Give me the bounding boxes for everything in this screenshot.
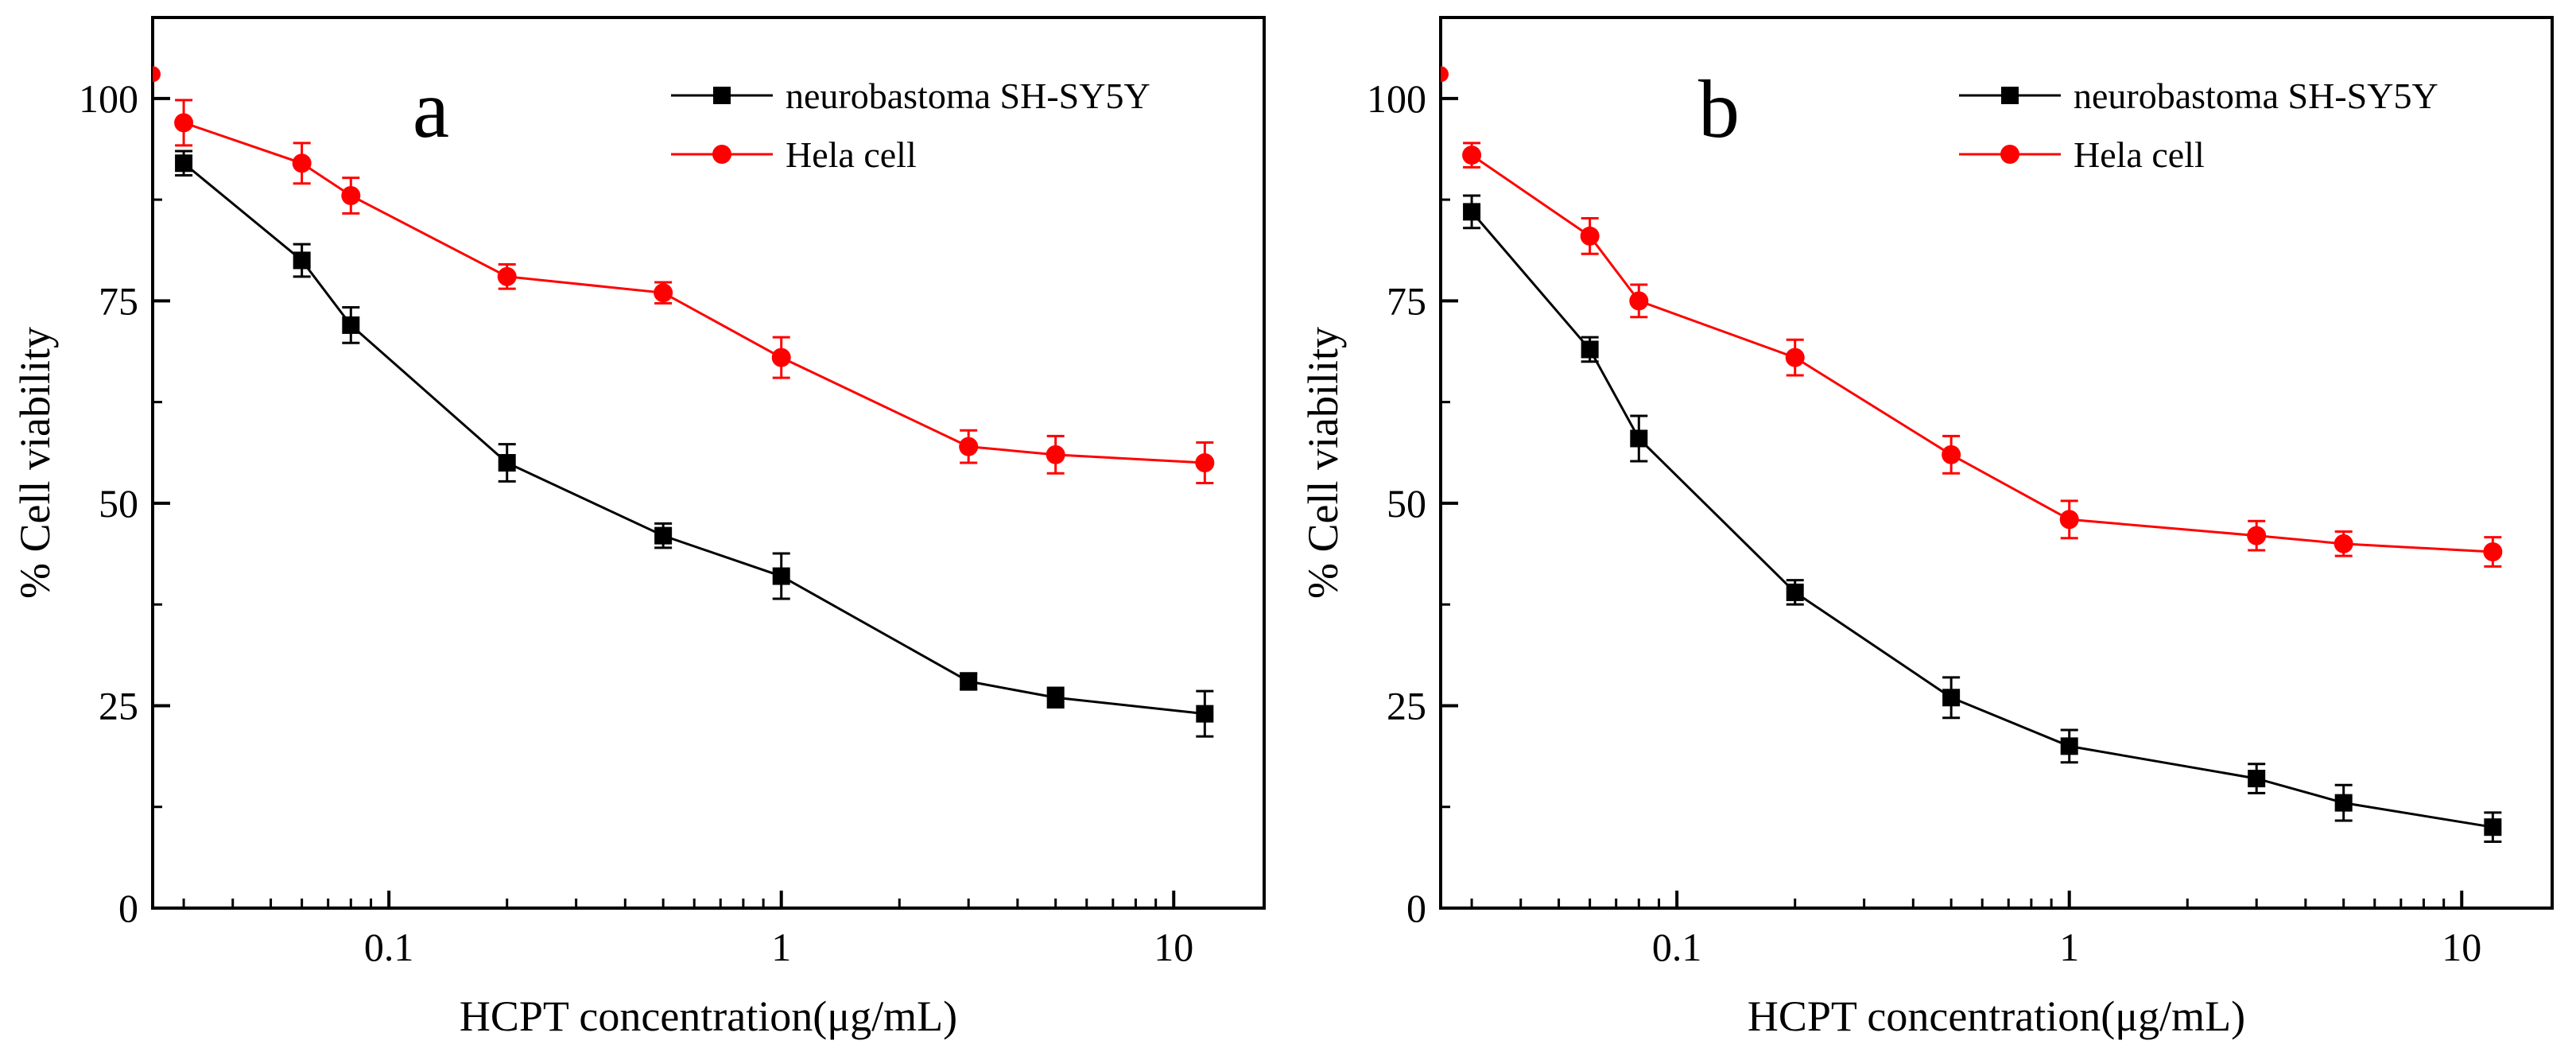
- y-tick-label: 25: [1387, 683, 1426, 728]
- data-point: [1195, 453, 1215, 472]
- data-point: [1581, 340, 1599, 359]
- chart-panel-a: 0 25 50 75 100 0.1 1 10 HCPT concentration(μg/mL…: [11, 16, 1266, 1040]
- legend: neurobastoma SH-SY5Y Hela cell: [671, 76, 1150, 175]
- y-axis-title: % Cell viability: [1299, 327, 1347, 599]
- data-point: [1942, 445, 1961, 464]
- data-point: [175, 154, 193, 173]
- x-tick-label: 10: [2442, 925, 2481, 969]
- legend-item: neurobastoma SH-SY5Y: [671, 76, 1150, 116]
- y-tick-label: 100: [79, 76, 138, 121]
- legend-label: Hela cell: [786, 134, 917, 175]
- series-hela: [1462, 142, 2503, 568]
- x-tick-label: 1: [2059, 925, 2079, 969]
- plot-frame: [151, 16, 1266, 910]
- data-point: [1462, 146, 1482, 165]
- legend-marker: [712, 145, 731, 164]
- y-tick-label: 25: [99, 683, 138, 728]
- data-point: [342, 316, 360, 334]
- legend-label: neurobastoma SH-SY5Y: [786, 76, 1150, 116]
- y-tick-label: 75: [99, 278, 138, 323]
- x-tick-label: 0.1: [1652, 925, 1702, 969]
- data-point: [654, 526, 673, 545]
- data-point: [2334, 534, 2353, 553]
- data-point: [1196, 705, 1214, 723]
- legend-item: Hela cell: [1959, 134, 2205, 175]
- data-point: [2334, 794, 2353, 812]
- legend-label: Hela cell: [2074, 134, 2205, 175]
- data-point: [1580, 226, 1600, 246]
- data-point: [2484, 818, 2502, 837]
- x-tick-label: 1: [771, 925, 791, 969]
- data-point: [1630, 429, 1648, 448]
- data-point: [497, 266, 517, 286]
- x-axis-title: HCPT concentration(μg/mL): [460, 992, 957, 1040]
- data-point: [1463, 203, 1481, 221]
- y-tick-label: 0: [118, 886, 138, 930]
- data-point: [293, 251, 311, 270]
- series-neurobastoma: [175, 149, 1214, 738]
- y-axis-title: % Cell viability: [11, 327, 59, 599]
- legend-item: Hela cell: [671, 134, 917, 175]
- clipped-marker: [153, 66, 161, 83]
- data-point: [2060, 737, 2078, 755]
- chart-panel-b: 0 25 50 75 100 0.1 1 10 HCPT concentration(μg/mL…: [1299, 16, 2554, 1040]
- data-point: [1629, 291, 1649, 311]
- data-point: [1046, 689, 1065, 707]
- y-tick-label: 100: [1367, 76, 1426, 121]
- y-tick-label: 75: [1387, 278, 1426, 323]
- y-tick-label: 50: [1387, 481, 1426, 526]
- series-neurobastoma: [1463, 194, 2502, 844]
- data-point: [771, 347, 791, 367]
- series-hela: [174, 99, 1215, 484]
- clipped-marker: [1440, 66, 1449, 83]
- legend-marker: [2001, 87, 2019, 104]
- data-point: [1786, 583, 1804, 601]
- y-tick-label: 50: [99, 481, 138, 526]
- data-point: [1046, 445, 1065, 464]
- legend-item: neurobastoma SH-SY5Y: [1959, 76, 2438, 116]
- x-tick-label: 10: [1154, 925, 1193, 969]
- data-point: [959, 437, 979, 456]
- legend-marker: [713, 87, 731, 104]
- data-point: [174, 113, 194, 133]
- x-tick-label: 0.1: [364, 925, 414, 969]
- series-line: [183, 162, 1205, 716]
- series-line: [1470, 211, 2493, 829]
- plot-frame: [1439, 16, 2554, 910]
- data-point: [2483, 542, 2503, 561]
- data-point: [960, 672, 978, 690]
- data-point: [498, 454, 516, 472]
- data-point: [2248, 770, 2266, 788]
- series-line: [183, 121, 1205, 464]
- data-point: [292, 153, 312, 173]
- panel-label: a: [413, 64, 449, 155]
- data-point: [772, 567, 790, 585]
- x-axis-title: HCPT concentration(μg/mL): [1748, 992, 2245, 1040]
- y-tick-label: 0: [1406, 886, 1426, 930]
- data-point: [654, 283, 673, 303]
- legend-marker: [2000, 145, 2019, 164]
- data-point: [341, 186, 361, 205]
- legend: neurobastoma SH-SY5Y Hela cell: [1959, 76, 2438, 175]
- series-line: [1471, 153, 2493, 553]
- panel-label: b: [1698, 64, 1740, 155]
- data-point: [2247, 526, 2267, 545]
- data-point: [2059, 510, 2079, 530]
- legend-label: neurobastoma SH-SY5Y: [2074, 76, 2438, 116]
- data-point: [1785, 347, 1805, 367]
- data-point: [1942, 689, 1961, 707]
